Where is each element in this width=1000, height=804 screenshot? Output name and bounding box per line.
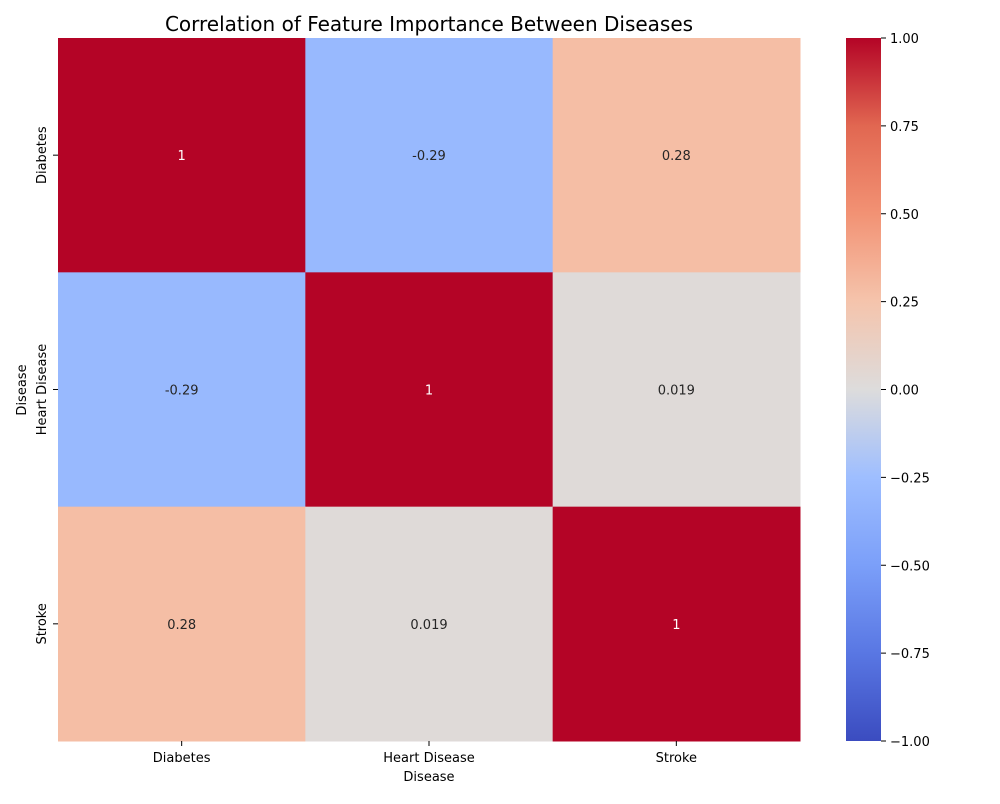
heatmap-cell — [552, 38, 801, 273]
x-tick-label: Heart Disease — [383, 751, 474, 766]
heatmap-annotations: 1 -0.29 0.28 -0.29 1 0.019 0.28 0.019 1 — [165, 149, 695, 633]
x-tick-label: Diabetes — [153, 751, 211, 766]
cell-annotation: 1 — [425, 384, 433, 399]
colorbar-tick-label: −0.75 — [890, 647, 930, 662]
colorbar-tick-label: −0.50 — [890, 559, 930, 574]
colorbar-tick-label: 0.50 — [890, 208, 919, 223]
heatmap-cell — [305, 272, 554, 508]
x-axis-ticks: Diabetes Heart Disease Stroke — [153, 741, 697, 766]
y-tick-label: Heart Disease — [35, 344, 50, 435]
heatmap-cell — [552, 272, 801, 508]
colorbar-tick-label: 0.75 — [890, 120, 919, 135]
colorbar-tick-label: 0.00 — [890, 384, 919, 399]
cell-annotation: 0.28 — [662, 149, 691, 164]
heatmap-cell — [58, 506, 306, 742]
y-tick-label: Diabetes — [35, 126, 50, 184]
cell-annotation: 1 — [178, 149, 186, 164]
y-tick-label: Stroke — [35, 603, 50, 644]
colorbar-tick-label: −0.25 — [890, 471, 930, 486]
colorbar — [846, 38, 881, 741]
cell-annotation: 0.019 — [410, 618, 447, 633]
cell-annotation: -0.29 — [165, 384, 199, 399]
heatmap-cell — [58, 272, 306, 508]
heatmap-cell — [552, 506, 801, 742]
y-axis-ticks: Diabetes Heart Disease Stroke — [35, 126, 58, 645]
x-axis-label: Disease — [403, 770, 454, 785]
heatmap-cell — [58, 38, 306, 273]
colorbar-tick-label: −1.00 — [890, 735, 930, 750]
colorbar-ticks: 1.00 0.75 0.50 0.25 0.00 −0.25 −0.50 −0.75 −1.00 — [881, 32, 930, 750]
cell-annotation: -0.29 — [412, 149, 446, 164]
heatmap-cells — [58, 38, 801, 742]
cell-annotation: 1 — [672, 618, 680, 633]
cell-annotation: 0.28 — [167, 618, 196, 633]
cell-annotation: 0.019 — [658, 384, 695, 399]
colorbar-tick-label: 1.00 — [890, 32, 919, 47]
y-axis-label: Disease — [15, 364, 30, 415]
x-tick-label: Stroke — [656, 751, 697, 766]
heatmap-cell — [305, 506, 554, 742]
heatmap-cell — [305, 38, 554, 273]
colorbar-tick-label: 0.25 — [890, 296, 919, 311]
chart-title: Correlation of Feature Importance Betwee… — [165, 12, 693, 36]
